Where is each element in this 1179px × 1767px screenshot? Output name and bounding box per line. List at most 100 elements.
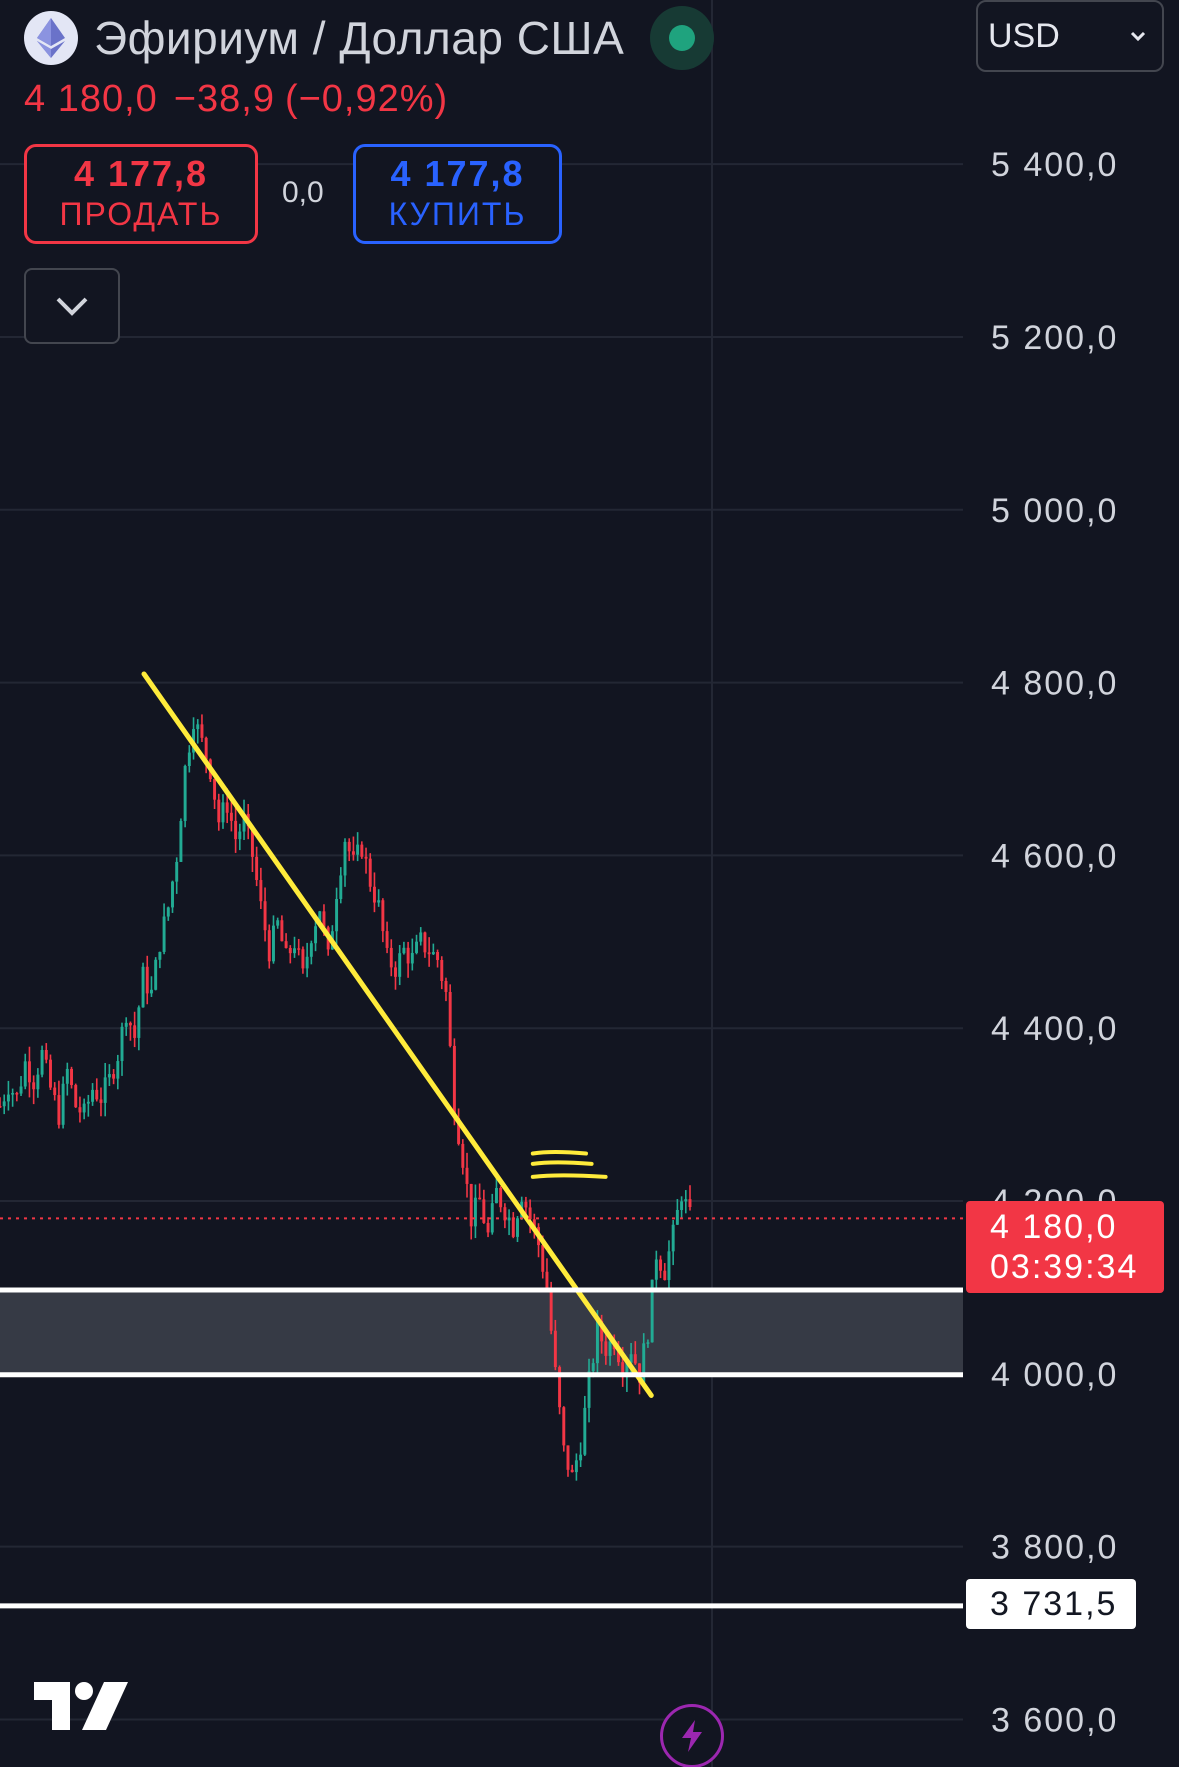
support-zone bbox=[0, 1290, 963, 1375]
candle-body bbox=[494, 1188, 498, 1204]
candle-body bbox=[528, 1207, 532, 1220]
candle-body bbox=[482, 1199, 486, 1223]
lightning-icon bbox=[682, 1720, 702, 1752]
candle-body bbox=[229, 812, 233, 821]
candle-body bbox=[436, 952, 440, 961]
buy-label: КУПИТЬ bbox=[388, 196, 527, 232]
candle-body bbox=[473, 1197, 477, 1227]
candle-body bbox=[217, 799, 221, 823]
candle-body bbox=[549, 1288, 553, 1331]
candle-body bbox=[351, 851, 355, 855]
candle-body bbox=[301, 949, 305, 969]
candle-body bbox=[688, 1199, 692, 1207]
candle-body bbox=[166, 907, 170, 917]
candle-body bbox=[545, 1271, 549, 1289]
candle-body bbox=[6, 1094, 10, 1102]
sell-button[interactable]: 4 177,8 ПРОДАТЬ bbox=[24, 144, 258, 244]
candle-body bbox=[372, 886, 376, 903]
trendline[interactable] bbox=[141, 671, 654, 1398]
candle-body bbox=[314, 926, 318, 944]
candle-body bbox=[2, 1101, 6, 1107]
candle-body bbox=[385, 931, 389, 948]
candle-body bbox=[356, 844, 360, 855]
candle-body bbox=[511, 1217, 515, 1237]
candle-body bbox=[91, 1089, 95, 1102]
candle-body bbox=[149, 989, 153, 994]
candle-body bbox=[410, 952, 414, 964]
candle-body bbox=[503, 1207, 507, 1221]
candle-body bbox=[158, 951, 162, 960]
chevron-down-icon bbox=[56, 297, 88, 316]
candle-body bbox=[360, 844, 364, 857]
candle-body bbox=[200, 724, 204, 738]
trendline-line[interactable] bbox=[141, 671, 654, 1398]
level-price-label: 3 731,5 bbox=[990, 1584, 1118, 1623]
candle-body bbox=[423, 932, 427, 953]
candle-body bbox=[297, 948, 301, 950]
market-status[interactable] bbox=[650, 6, 715, 70]
collapse-button[interactable] bbox=[24, 268, 120, 344]
candle-body bbox=[70, 1068, 73, 1086]
candle-body bbox=[419, 932, 423, 942]
candle-body bbox=[107, 1074, 111, 1078]
price-axis: 5 400,0 5 200,0 5 000,0 4 800,0 4 600,0 4 400… bbox=[991, 146, 1118, 1739]
currency-select[interactable]: USD bbox=[976, 0, 1164, 72]
candle-body bbox=[49, 1059, 52, 1088]
candle-body bbox=[234, 820, 238, 840]
sell-price: 4 177,8 bbox=[73, 153, 209, 194]
candle-body bbox=[621, 1362, 625, 1378]
candle-body bbox=[625, 1362, 629, 1378]
candle-body bbox=[675, 1209, 679, 1225]
candle-body bbox=[440, 960, 444, 982]
candle-body bbox=[591, 1363, 595, 1372]
candle-body bbox=[646, 1342, 650, 1344]
candle-body bbox=[486, 1222, 490, 1233]
candle-body bbox=[579, 1454, 583, 1461]
candle-body bbox=[465, 1167, 469, 1184]
candle-body bbox=[490, 1203, 494, 1233]
candle-body bbox=[595, 1320, 599, 1364]
candle-body bbox=[322, 911, 326, 928]
candle-body bbox=[124, 1022, 128, 1027]
market-open-dot-icon bbox=[669, 25, 696, 51]
candle-body bbox=[65, 1068, 69, 1084]
tradingview-logo-icon[interactable] bbox=[34, 1682, 128, 1737]
candle-body bbox=[250, 826, 254, 857]
candle-body bbox=[276, 920, 280, 926]
candle-body bbox=[562, 1407, 566, 1446]
candle-body bbox=[204, 737, 208, 760]
candle-body bbox=[398, 953, 402, 977]
support-zone-fill bbox=[0, 1290, 963, 1375]
candle-body bbox=[154, 959, 158, 990]
axis-tick-label: 4 800,0 bbox=[991, 665, 1118, 703]
candle-body bbox=[284, 941, 288, 948]
candle-body bbox=[23, 1061, 27, 1087]
candle-body bbox=[381, 900, 385, 932]
ethereum-icon bbox=[24, 11, 78, 65]
symbol-header: Эфириум / Доллар США bbox=[24, 6, 715, 70]
candles bbox=[0, 714, 692, 1481]
candle-body bbox=[145, 966, 149, 994]
candle-body bbox=[650, 1279, 654, 1343]
level-lines[interactable] bbox=[0, 1217, 963, 1609]
candle-body bbox=[171, 881, 174, 908]
axis-tick-label: 5 400,0 bbox=[991, 146, 1118, 184]
candle-body bbox=[309, 943, 313, 957]
candle-body bbox=[680, 1201, 684, 1210]
buy-button[interactable]: 4 177,8 КУПИТЬ bbox=[353, 144, 562, 244]
candle-body bbox=[633, 1354, 637, 1364]
candle-body bbox=[74, 1085, 78, 1108]
candle-body bbox=[469, 1183, 473, 1227]
candle-body bbox=[406, 947, 410, 964]
candle-body bbox=[642, 1343, 646, 1383]
candle-body bbox=[507, 1217, 511, 1221]
annotation-mark bbox=[530, 1160, 594, 1166]
candle-body bbox=[120, 1026, 124, 1062]
lightning-button[interactable] bbox=[660, 1704, 724, 1767]
candle-body bbox=[654, 1259, 658, 1280]
symbol-title[interactable]: Эфириум / Доллар США bbox=[94, 12, 625, 64]
candle-body bbox=[280, 920, 284, 942]
candle-body bbox=[19, 1086, 23, 1094]
level-price-badge[interactable]: 3 731,5 bbox=[966, 1579, 1136, 1629]
